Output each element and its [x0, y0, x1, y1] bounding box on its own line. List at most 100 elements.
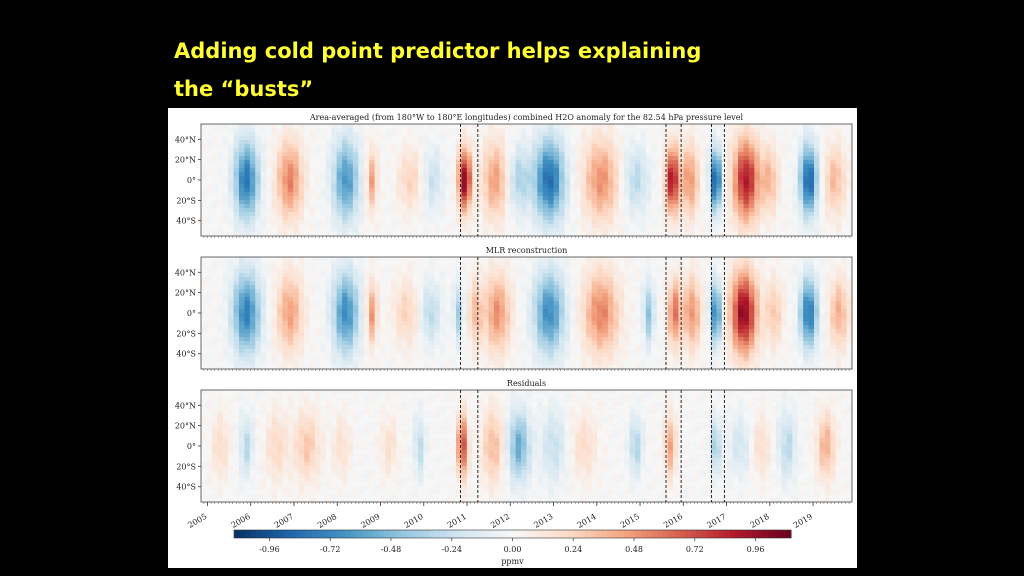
heatmap-cell	[309, 180, 316, 185]
heatmap-cell	[407, 232, 414, 237]
heatmap-cell	[385, 180, 392, 185]
heatmap-cell	[597, 200, 604, 205]
heatmap-cell	[689, 180, 696, 185]
heatmap-cell	[705, 124, 712, 129]
heatmap-cell	[271, 325, 278, 330]
heatmap-cell	[380, 172, 387, 177]
heatmap-cell	[591, 176, 598, 181]
heatmap-cell	[553, 224, 560, 229]
heatmap-cell	[428, 269, 435, 274]
heatmap-cell	[786, 216, 793, 221]
heatmap-cell	[841, 184, 848, 189]
heatmap-cell	[380, 232, 387, 237]
heatmap-cell	[352, 180, 359, 185]
heatmap-cell	[748, 176, 755, 181]
heatmap-cell	[629, 212, 636, 217]
heatmap-cell	[786, 200, 793, 205]
heatmap-cell	[830, 184, 837, 189]
heatmap-cell	[678, 180, 685, 185]
heatmap-cell	[374, 128, 381, 133]
heatmap-cell	[461, 353, 468, 358]
heatmap-cell	[651, 208, 658, 213]
heatmap-cell	[363, 156, 370, 161]
heatmap-cell	[276, 208, 283, 213]
heatmap-cell	[244, 124, 251, 129]
heatmap-cell	[808, 224, 815, 229]
heatmap-cell	[217, 281, 224, 286]
heatmap-cell	[781, 228, 788, 233]
heatmap-cell	[792, 168, 799, 173]
heatmap-cell	[493, 196, 500, 201]
heatmap-cell	[304, 208, 311, 213]
heatmap-cell	[358, 285, 365, 290]
heatmap-cell	[228, 353, 235, 358]
heatmap-cell	[380, 305, 387, 310]
heatmap-cell	[287, 176, 294, 181]
heatmap-cell	[396, 293, 403, 298]
heatmap-cell	[266, 184, 273, 189]
heatmap-cell	[439, 152, 446, 157]
heatmap-cell	[824, 128, 831, 133]
heatmap-cell	[407, 301, 414, 306]
heatmap-cell	[472, 269, 479, 274]
heatmap-cell	[781, 128, 788, 133]
heatmap-cell	[298, 321, 305, 326]
heatmap-cell	[629, 184, 636, 189]
heatmap-cell	[841, 168, 848, 173]
heatmap-cell	[564, 152, 571, 157]
heatmap-cell	[472, 144, 479, 149]
heatmap-cell	[808, 184, 815, 189]
heatmap-cell	[423, 349, 430, 354]
heatmap-cell	[428, 220, 435, 225]
heatmap-cell	[445, 136, 452, 141]
heatmap-cell	[727, 208, 734, 213]
heatmap-cell	[781, 132, 788, 137]
heatmap-cell	[244, 329, 251, 334]
heatmap-cell	[363, 361, 370, 366]
heatmap-cell	[293, 148, 300, 153]
heatmap-cell	[727, 148, 734, 153]
heatmap-cell	[700, 172, 707, 177]
heatmap-cell	[786, 140, 793, 145]
heatmap-cell	[814, 204, 821, 209]
heatmap-cell	[266, 273, 273, 278]
heatmap-cell	[260, 192, 267, 197]
heatmap-cell	[618, 180, 625, 185]
heatmap-cell	[656, 216, 663, 221]
heatmap-cell	[738, 140, 745, 145]
heatmap-cell	[559, 224, 566, 229]
heatmap-cell	[732, 232, 739, 237]
heatmap-cell	[575, 228, 582, 233]
heatmap-cell	[320, 341, 327, 346]
heatmap-cell	[575, 152, 582, 157]
heatmap-cell	[645, 152, 652, 157]
heatmap-cell	[217, 361, 224, 366]
heatmap-cell	[575, 188, 582, 193]
heatmap-cell	[765, 196, 772, 201]
heatmap-cell	[597, 136, 604, 141]
heatmap-cell	[738, 204, 745, 209]
heatmap-cell	[385, 329, 392, 334]
heatmap-cell	[434, 361, 441, 366]
heatmap-cell	[374, 144, 381, 149]
heatmap-cell	[287, 144, 294, 149]
heatmap-cell	[374, 277, 381, 282]
heatmap-cell	[531, 156, 538, 161]
heatmap-cell	[445, 128, 452, 133]
heatmap-cell	[559, 148, 566, 153]
heatmap-cell	[201, 281, 208, 286]
heatmap-cell	[803, 176, 810, 181]
heatmap-cell	[483, 196, 490, 201]
heatmap-cell	[206, 345, 213, 350]
heatmap-cell	[488, 156, 495, 161]
heatmap-cell	[564, 212, 571, 217]
heatmap-cell	[287, 180, 294, 185]
heatmap-cell	[672, 152, 679, 157]
heatmap-cell	[336, 180, 343, 185]
heatmap-cell	[629, 156, 636, 161]
heatmap-cell	[325, 180, 332, 185]
heatmap-cell	[390, 317, 397, 322]
heatmap-cell	[358, 172, 365, 177]
heatmap-cell	[211, 329, 218, 334]
heatmap-cell	[352, 265, 359, 270]
